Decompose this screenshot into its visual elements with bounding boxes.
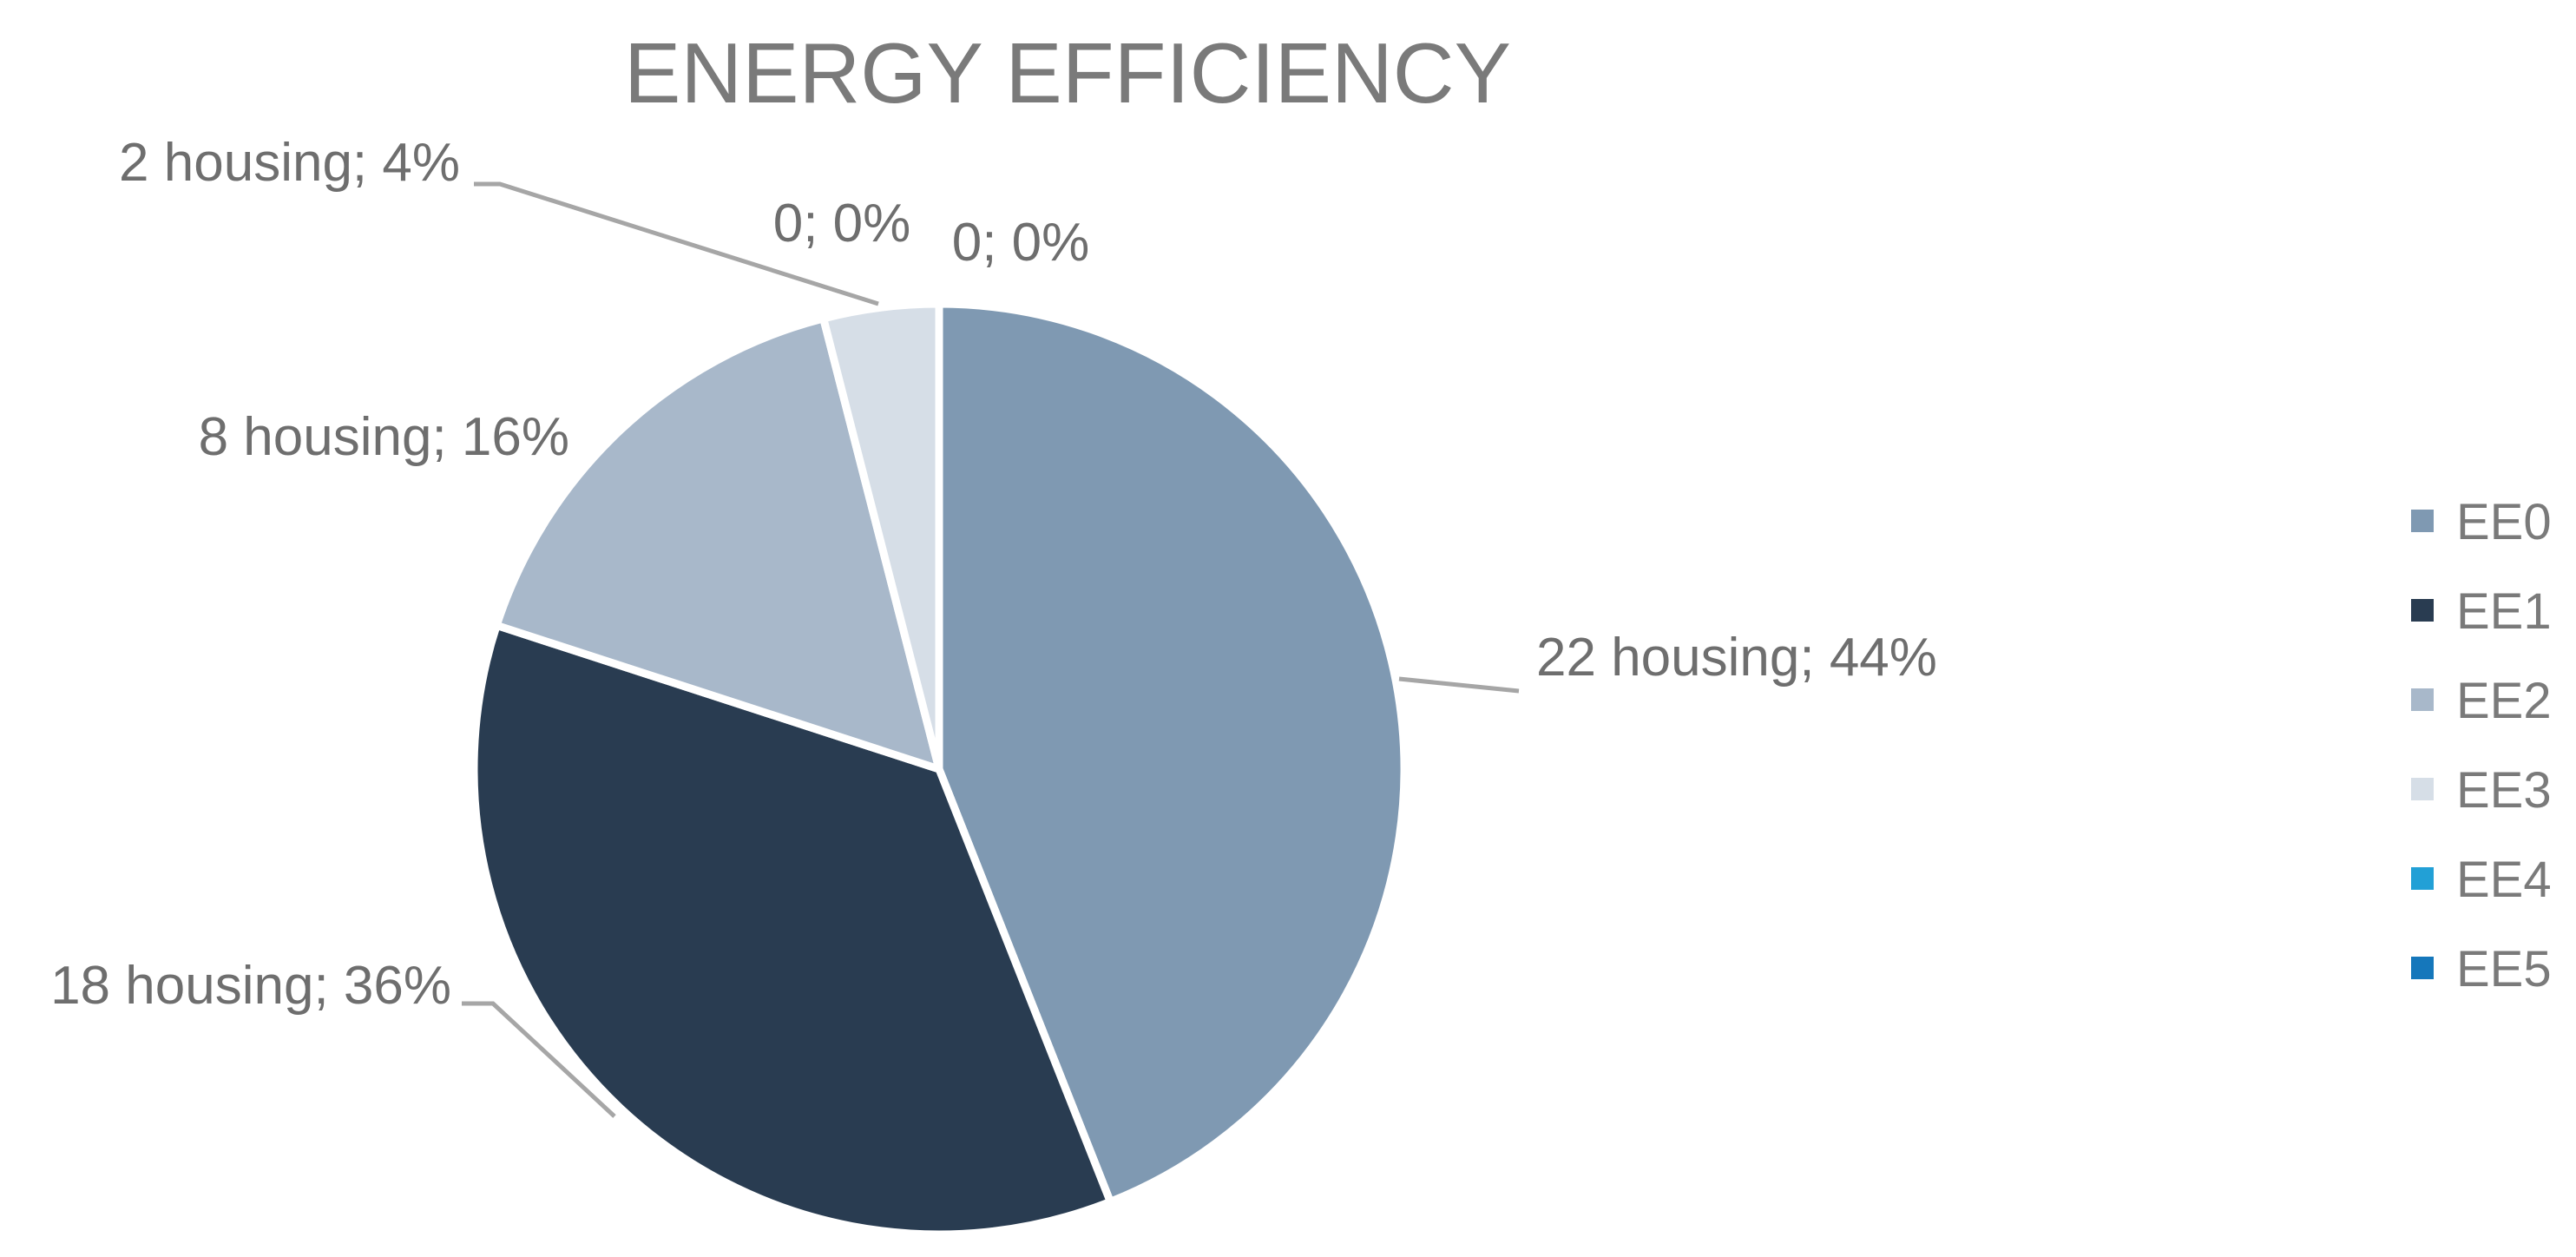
leader-line-ee3 [474, 181, 879, 306]
data-label-ee1: 18 housing; 36% [50, 956, 451, 1016]
data-label-ee3: 2 housing; 4% [119, 133, 460, 193]
legend: EE0 EE1 EE2 EE3 EE4 EE5 [2411, 494, 2552, 997]
legend-label-ee5: EE5 [2456, 941, 2552, 997]
data-label-ee4: 0; 0% [773, 194, 911, 253]
pie-slice-ee2 [492, 314, 943, 773]
legend-label-ee1: EE1 [2456, 583, 2552, 640]
legend-label-ee4: EE4 [2456, 852, 2552, 908]
legend-swatch-ee1 [2411, 599, 2434, 622]
legend-label-ee0: EE0 [2456, 494, 2552, 550]
leader-line-ee0 [1398, 676, 1520, 694]
legend-label-ee2: EE2 [2456, 673, 2552, 729]
leader-lines [462, 181, 1520, 1118]
pie-slice-ee3 [819, 299, 943, 773]
legend-label-ee3: EE3 [2456, 762, 2552, 819]
data-label-ee5: 0; 0% [952, 213, 1090, 273]
leader-line-ee1 [462, 1001, 616, 1118]
data-labels: 22 housing; 44% 18 housing; 36% 8 housing;… [50, 133, 1937, 1016]
chart-title: ENERGY EFFICIENCY [624, 25, 1511, 121]
pie-slice-ee0 [935, 299, 1409, 1206]
data-label-ee0: 22 housing; 44% [1536, 628, 1937, 688]
data-label-ee2: 8 housing; 16% [199, 407, 569, 467]
legend-swatch-ee5 [2411, 957, 2434, 979]
pie-slice-ee1 [470, 621, 1114, 1239]
legend-swatch-ee3 [2411, 778, 2434, 800]
legend-swatch-ee4 [2411, 867, 2434, 890]
pie-slices [470, 299, 1409, 1239]
legend-swatch-ee0 [2411, 510, 2434, 532]
legend-swatch-ee2 [2411, 688, 2434, 711]
